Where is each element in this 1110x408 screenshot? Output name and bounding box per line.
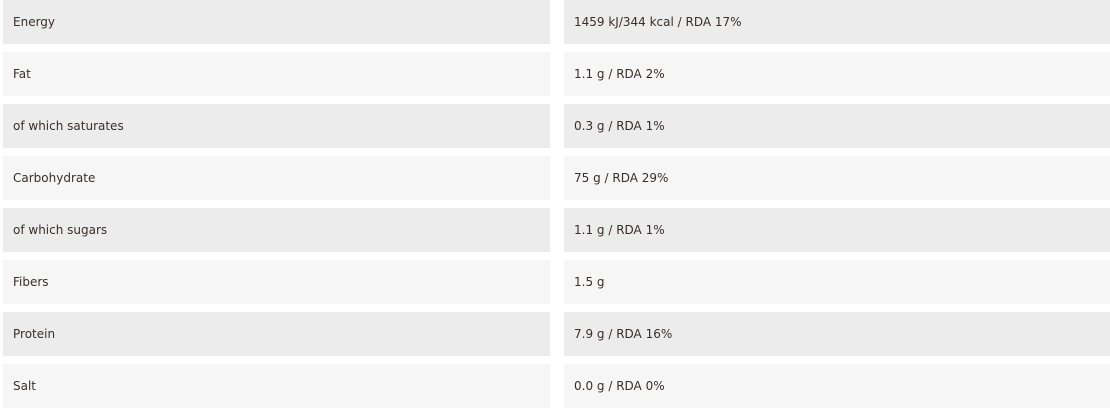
table-row: Protein 7.9 g / RDA 16% — [0, 312, 1110, 356]
nutrient-name: Fibers — [3, 260, 550, 304]
nutrient-name: of which saturates — [3, 104, 550, 148]
nutrient-value: 7.9 g / RDA 16% — [564, 312, 1110, 356]
nutrient-value: 1459 kJ/344 kcal / RDA 17% — [564, 0, 1110, 44]
nutrient-name: Carbohydrate — [3, 156, 550, 200]
table-row: Carbohydrate 75 g / RDA 29% — [0, 156, 1110, 200]
table-row: Energy 1459 kJ/344 kcal / RDA 17% — [0, 0, 1110, 44]
nutrient-name: Protein — [3, 312, 550, 356]
nutrient-value: 0.0 g / RDA 0% — [564, 364, 1110, 408]
table-row: Salt 0.0 g / RDA 0% — [0, 364, 1110, 408]
table-row: Fat 1.1 g / RDA 2% — [0, 52, 1110, 96]
table-row: of which sugars 1.1 g / RDA 1% — [0, 208, 1110, 252]
nutrient-name: Fat — [3, 52, 550, 96]
nutrient-value: 1.1 g / RDA 1% — [564, 208, 1110, 252]
table-row: of which saturates 0.3 g / RDA 1% — [0, 104, 1110, 148]
table-row: Fibers 1.5 g — [0, 260, 1110, 304]
nutrient-name: Salt — [3, 364, 550, 408]
nutrient-value: 75 g / RDA 29% — [564, 156, 1110, 200]
nutrient-value: 1.1 g / RDA 2% — [564, 52, 1110, 96]
nutrient-value: 0.3 g / RDA 1% — [564, 104, 1110, 148]
nutrient-value: 1.5 g — [564, 260, 1110, 304]
nutrient-name: of which sugars — [3, 208, 550, 252]
nutrient-name: Energy — [3, 0, 550, 44]
